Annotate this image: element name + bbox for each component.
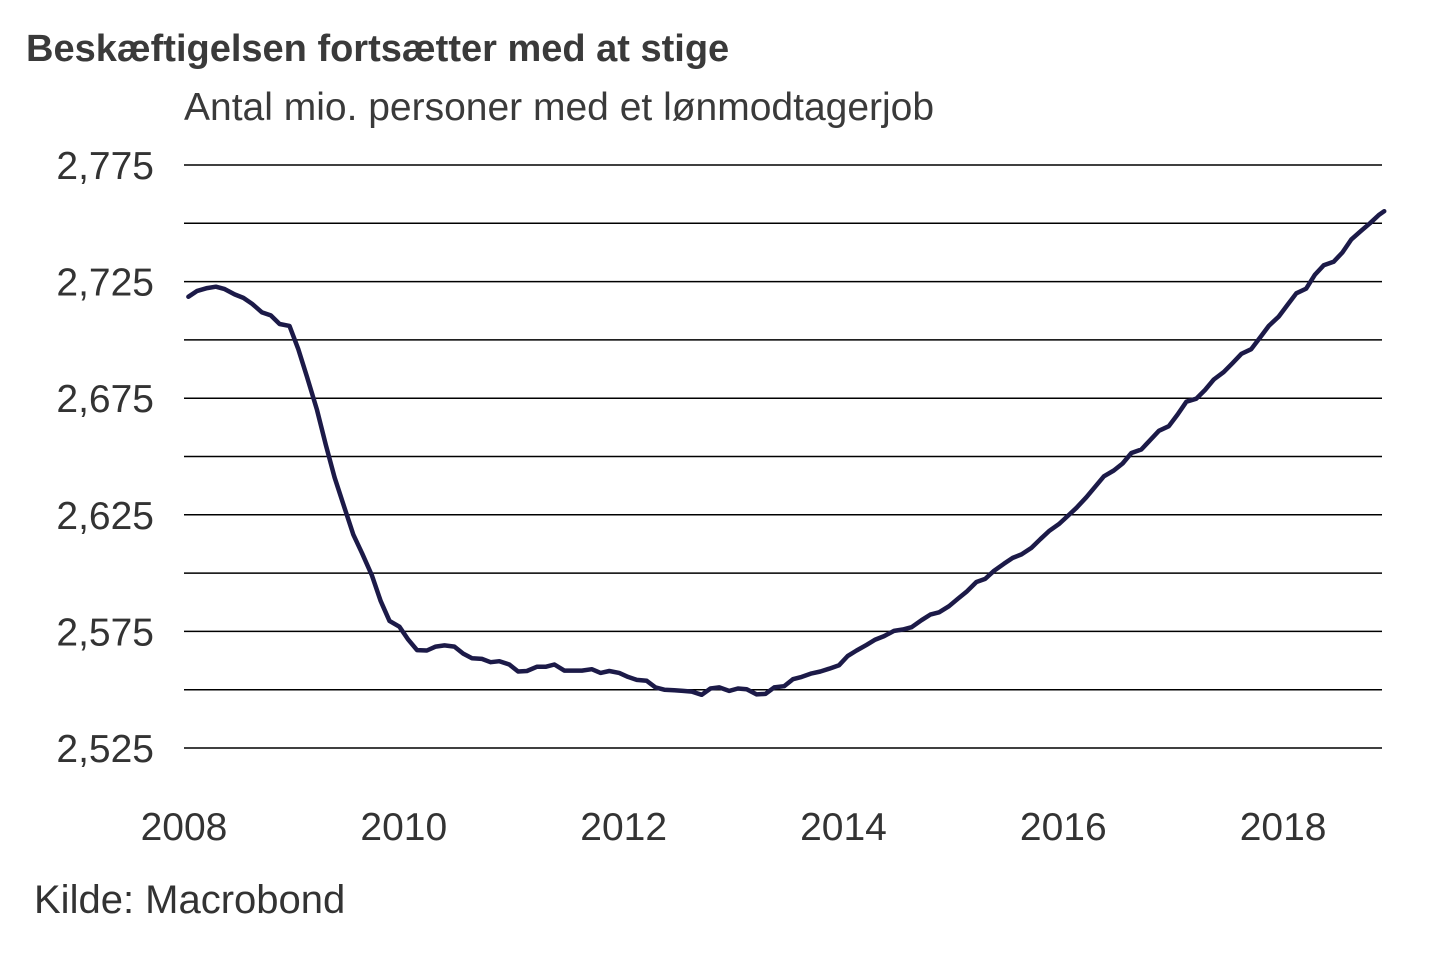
gridlines xyxy=(184,164,1382,749)
y-axis: 2,775 2,725 2,675 2,625 2,575 2,525 xyxy=(56,145,154,771)
x-tick-label: 2012 xyxy=(580,806,667,849)
source-note: Kilde: Macrobond xyxy=(34,878,346,922)
x-tick-label: 2014 xyxy=(800,806,887,849)
x-tick-label: 2018 xyxy=(1240,806,1327,849)
y-tick-label: 2,525 xyxy=(56,728,154,771)
series-line-0 xyxy=(186,208,1387,698)
y-tick-label: 2,575 xyxy=(56,611,154,654)
y-tick-label: 2,775 xyxy=(56,145,154,188)
y-tick-label: 2,725 xyxy=(56,262,154,305)
chart-subtitle: Antal mio. personer med et lønmodtagerjo… xyxy=(184,86,935,129)
x-tick-label: 2016 xyxy=(1020,806,1107,849)
y-tick-label: 2,675 xyxy=(56,378,154,421)
series-layer xyxy=(186,208,1387,698)
y-tick-label: 2,625 xyxy=(56,495,154,538)
x-tick-label: 2010 xyxy=(360,806,447,849)
chart-title: Beskæftigelsen fortsætter med at stige xyxy=(26,28,730,70)
x-axis: 2008 2010 2012 2014 2016 2018 xyxy=(141,806,1327,849)
x-tick-label: 2008 xyxy=(141,806,228,849)
